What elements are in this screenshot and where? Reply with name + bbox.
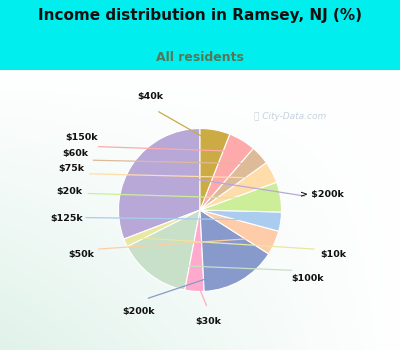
Wedge shape bbox=[185, 210, 204, 292]
Wedge shape bbox=[118, 128, 200, 239]
Text: $60k: $60k bbox=[62, 149, 89, 158]
Text: $75k: $75k bbox=[58, 164, 84, 173]
Wedge shape bbox=[200, 163, 277, 210]
Wedge shape bbox=[200, 128, 230, 210]
Text: Income distribution in Ramsey, NJ (%): Income distribution in Ramsey, NJ (%) bbox=[38, 8, 362, 23]
Text: $100k: $100k bbox=[291, 274, 324, 283]
Wedge shape bbox=[200, 210, 269, 292]
Text: $200k: $200k bbox=[122, 307, 154, 316]
Wedge shape bbox=[200, 210, 282, 231]
Wedge shape bbox=[200, 134, 253, 210]
Wedge shape bbox=[200, 210, 279, 254]
Text: $50k: $50k bbox=[68, 250, 94, 259]
Text: > $200k: > $200k bbox=[300, 190, 344, 199]
Text: $40k: $40k bbox=[137, 92, 163, 101]
Text: $150k: $150k bbox=[65, 133, 98, 142]
Text: $125k: $125k bbox=[51, 214, 83, 223]
Text: All residents: All residents bbox=[156, 51, 244, 64]
Wedge shape bbox=[124, 210, 200, 247]
Wedge shape bbox=[200, 182, 282, 212]
Wedge shape bbox=[200, 148, 266, 210]
Text: $30k: $30k bbox=[196, 317, 222, 326]
Text: ⓘ City-Data.com: ⓘ City-Data.com bbox=[254, 112, 326, 121]
Text: $10k: $10k bbox=[320, 250, 346, 259]
Wedge shape bbox=[127, 210, 200, 290]
Text: $20k: $20k bbox=[56, 187, 83, 196]
